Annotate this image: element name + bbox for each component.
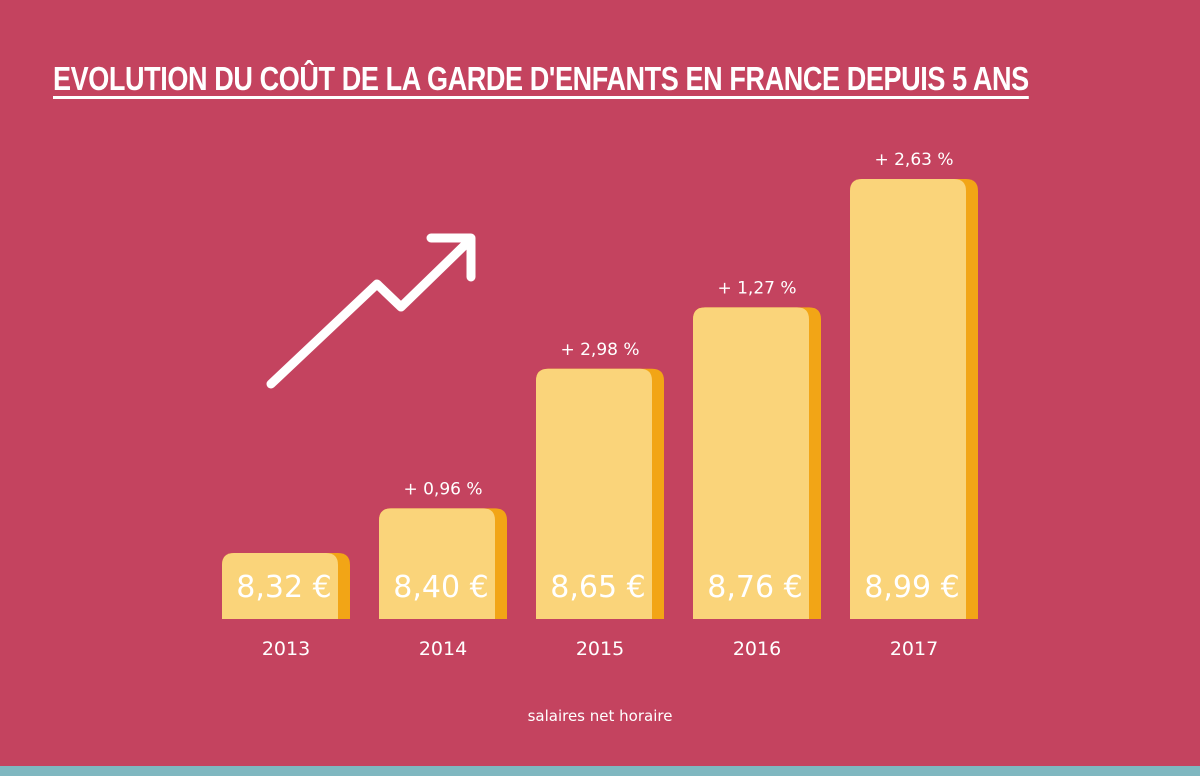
bar-value-label: 8,65 € [550,570,645,605]
x-tick-label: 2015 [576,638,624,660]
bar-2014: 8,40 € + 0,96 % 2014 [379,479,507,660]
bar-2015: 8,65 € + 2,98 % 2015 [536,340,664,660]
bar-value-label: 8,40 € [393,570,488,605]
bar-2013: 8,32 € 2013 [222,553,350,660]
bar-change-label: + 2,63 % [874,150,953,170]
chart-footnote: salaires net horaire [527,707,673,725]
bar-2017: 8,99 € + 2,63 % 2017 [850,150,978,660]
arrow-line [266,235,475,389]
x-tick-label: 2014 [419,638,467,660]
x-tick-label: 2016 [733,638,781,660]
bar-change-label: + 1,27 % [717,278,796,298]
bar-change-label: + 0,96 % [403,479,482,499]
bar-face [693,307,809,619]
bar-value-label: 8,76 € [707,570,802,605]
arrow-head [426,233,476,282]
bar-2016: 8,76 € + 1,27 % 2016 [693,278,821,660]
x-tick-label: 2017 [890,638,938,660]
bar-face [379,508,495,619]
bar-value-label: 8,99 € [864,570,959,605]
bottom-strip [0,766,1200,776]
bar-face [536,368,652,619]
bar-value-label: 8,32 € [236,570,331,605]
trending-up-arrow-icon [266,233,476,389]
bar-face [850,179,966,619]
x-tick-label: 2013 [262,638,310,660]
chart-title: EVOLUTION DU COÛT DE LA GARDE D'ENFANTS … [53,60,1029,97]
bar-face [222,553,338,619]
bar-change-label: + 2,98 % [560,340,639,360]
